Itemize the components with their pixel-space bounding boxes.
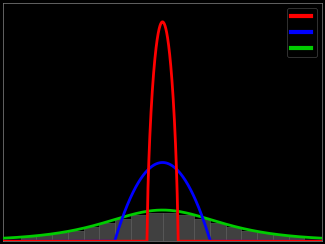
- Bar: [99, 223, 115, 241]
- Bar: [36, 235, 52, 241]
- Bar: [115, 219, 131, 241]
- Bar: [210, 223, 226, 241]
- Bar: [241, 231, 257, 241]
- Bar: [84, 227, 99, 241]
- Bar: [226, 227, 241, 241]
- Bar: [162, 213, 178, 241]
- Bar: [257, 233, 273, 241]
- Bar: [178, 215, 194, 241]
- Bar: [20, 237, 36, 241]
- Bar: [52, 233, 68, 241]
- Bar: [289, 237, 305, 241]
- Bar: [273, 235, 289, 241]
- Bar: [147, 213, 162, 241]
- Bar: [68, 231, 84, 241]
- Legend: , , : , ,: [287, 8, 317, 57]
- Bar: [194, 219, 210, 241]
- Bar: [131, 215, 147, 241]
